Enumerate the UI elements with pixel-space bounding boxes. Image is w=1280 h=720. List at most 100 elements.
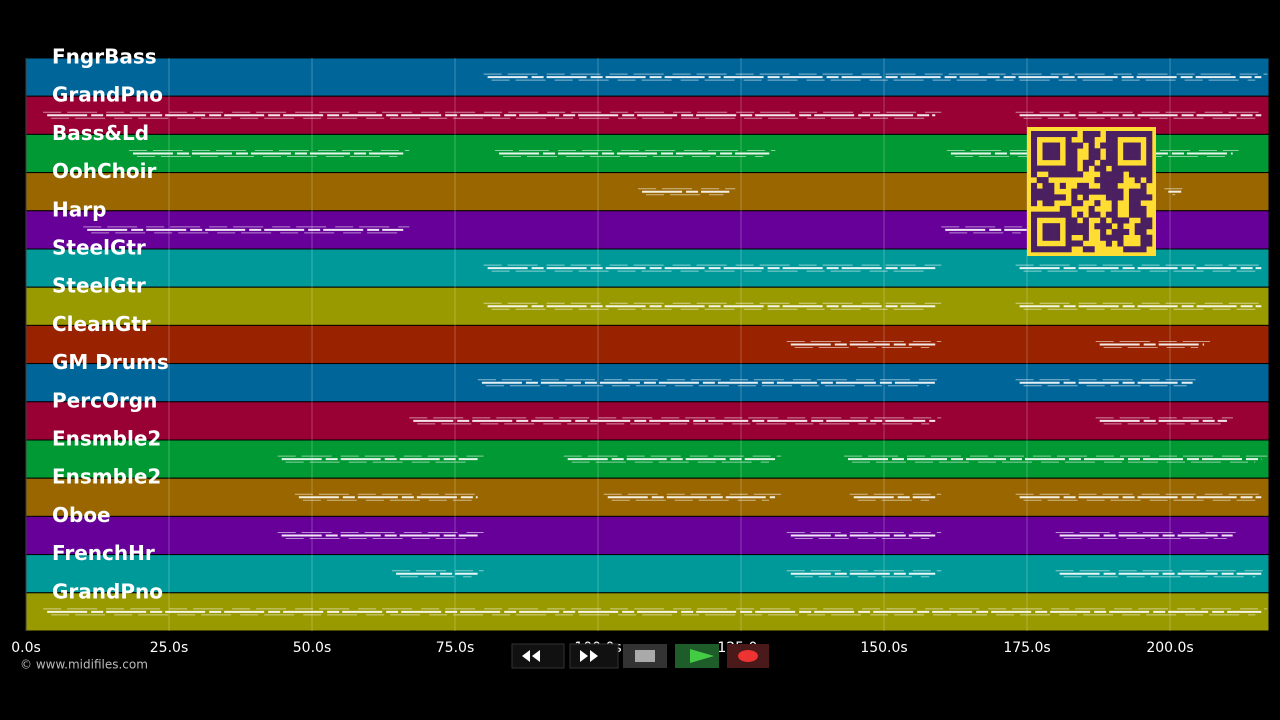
qr-module bbox=[1031, 131, 1038, 138]
qr-module bbox=[1059, 211, 1066, 218]
track-band bbox=[25, 363, 1270, 403]
qr-module bbox=[1105, 171, 1112, 178]
qr-module bbox=[1088, 205, 1095, 212]
note-segment bbox=[1095, 341, 1211, 348]
qr-module bbox=[1082, 194, 1089, 201]
qr-module bbox=[1140, 240, 1147, 247]
qr-module bbox=[1111, 177, 1118, 184]
qr-module bbox=[1105, 148, 1112, 155]
qr-module bbox=[1134, 223, 1141, 230]
qr-module bbox=[1036, 188, 1043, 195]
qr-module bbox=[1146, 177, 1153, 184]
track-label: Harp bbox=[52, 197, 106, 221]
track-label: Ensmble2 bbox=[52, 465, 161, 489]
qr-module bbox=[1071, 131, 1078, 138]
qr-module bbox=[1100, 165, 1107, 172]
qr-module bbox=[1146, 240, 1153, 247]
qr-module bbox=[1077, 200, 1084, 207]
qr-module bbox=[1105, 194, 1112, 201]
qr-module bbox=[1088, 142, 1095, 149]
qr-module bbox=[1134, 148, 1141, 155]
qr-module bbox=[1128, 131, 1136, 138]
track-label: GM Drums bbox=[52, 350, 169, 374]
qr-module bbox=[1117, 228, 1124, 236]
track-label: Ensmble2 bbox=[52, 427, 161, 451]
track-band bbox=[25, 324, 1270, 365]
qr-module bbox=[1094, 200, 1101, 207]
qr-module bbox=[1146, 131, 1153, 138]
note-segment bbox=[409, 417, 942, 425]
qr-module bbox=[1082, 246, 1089, 253]
qr-module bbox=[1100, 182, 1107, 189]
transport-controls bbox=[511, 643, 769, 669]
qr-module bbox=[1128, 171, 1136, 178]
stop-icon bbox=[635, 650, 655, 662]
qr-module bbox=[1140, 211, 1147, 218]
qr-module bbox=[1105, 177, 1112, 184]
qr-module bbox=[1071, 194, 1078, 201]
qr-module bbox=[1048, 182, 1055, 189]
qr-module bbox=[1105, 240, 1112, 247]
track-label: FrenchHr bbox=[52, 541, 155, 565]
qr-module bbox=[1088, 188, 1095, 195]
qr-module bbox=[1042, 131, 1049, 138]
note-segment bbox=[277, 532, 484, 539]
qr-module bbox=[1128, 205, 1136, 212]
track-label: PercOrgn bbox=[52, 388, 157, 412]
qr-module bbox=[1071, 148, 1078, 155]
track-label: Oboe bbox=[52, 503, 111, 527]
qr-module bbox=[1111, 159, 1118, 166]
qr-module bbox=[1134, 131, 1141, 138]
track-band bbox=[25, 401, 1270, 441]
qr-module bbox=[1146, 148, 1153, 155]
qr-module bbox=[1077, 142, 1084, 149]
qr-module bbox=[1065, 142, 1072, 149]
qr-module bbox=[1128, 154, 1136, 161]
note-segment bbox=[43, 608, 1268, 616]
qr-module bbox=[1031, 200, 1038, 207]
qr-module bbox=[1140, 165, 1147, 172]
qr-module bbox=[1048, 234, 1055, 241]
qr-module bbox=[1082, 131, 1089, 138]
qr-module bbox=[1105, 131, 1112, 138]
qr-module bbox=[1065, 148, 1072, 155]
qr-module bbox=[1146, 234, 1153, 241]
qr-module bbox=[1117, 165, 1124, 172]
x-tick-label: 75.0s bbox=[436, 640, 474, 656]
x-tick-label: 50.0s bbox=[293, 640, 331, 656]
qr-module bbox=[1031, 165, 1038, 172]
record-icon bbox=[738, 650, 758, 662]
note-segment bbox=[128, 150, 410, 157]
qr-module bbox=[1059, 182, 1066, 189]
qr-module bbox=[1082, 182, 1089, 189]
qr-module bbox=[1111, 182, 1118, 189]
qr-module bbox=[1042, 211, 1049, 218]
qr-module bbox=[1100, 171, 1107, 178]
qr-module bbox=[1105, 154, 1112, 161]
qr-module bbox=[1082, 165, 1089, 172]
qr-module bbox=[1111, 148, 1118, 155]
x-tick-label: 150.0s bbox=[860, 640, 907, 656]
note-segment bbox=[1015, 264, 1268, 272]
qr-module bbox=[1105, 211, 1112, 218]
qr-module bbox=[1031, 159, 1038, 166]
qr-module bbox=[1134, 165, 1141, 172]
qr-module bbox=[1128, 246, 1136, 253]
qr-module bbox=[1082, 217, 1089, 224]
qr-module bbox=[1071, 228, 1078, 236]
qr-module bbox=[1134, 188, 1141, 195]
qr-module bbox=[1140, 131, 1147, 138]
qr-module bbox=[1042, 142, 1049, 149]
qr-module bbox=[1146, 154, 1153, 161]
track-label: GrandPno bbox=[52, 579, 163, 603]
qr-module bbox=[1059, 194, 1066, 201]
qr-module bbox=[1065, 217, 1072, 224]
qr-module bbox=[1146, 217, 1153, 224]
qr-module bbox=[1140, 234, 1147, 241]
qr-module bbox=[1146, 171, 1153, 178]
qr-module bbox=[1054, 234, 1061, 241]
qr-module bbox=[1048, 223, 1055, 230]
qr-module bbox=[1100, 188, 1107, 195]
qr-module bbox=[1077, 240, 1084, 247]
note-segment bbox=[603, 493, 782, 501]
